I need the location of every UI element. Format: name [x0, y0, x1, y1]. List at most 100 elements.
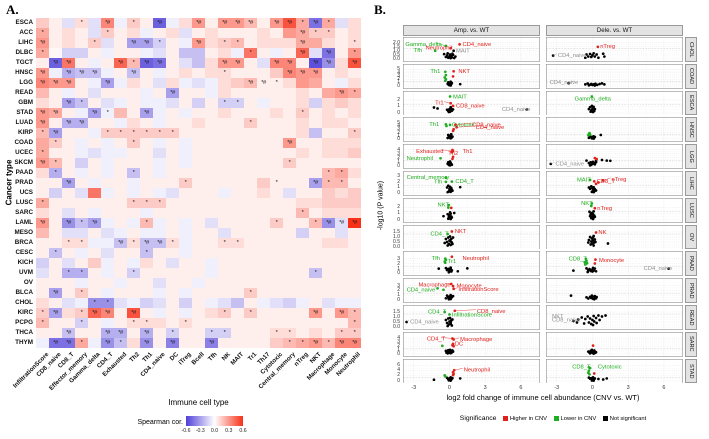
- heatmap-cell-annotation: *#: [40, 70, 45, 76]
- heatmap-cell: [62, 308, 75, 318]
- heatmap-cell-annotation: *: [80, 290, 83, 296]
- data-point: [448, 94, 452, 98]
- heatmap-cell: [153, 328, 166, 338]
- data-point: [592, 185, 596, 189]
- heatmap-cell: [231, 318, 244, 328]
- heatmap-cell: [335, 168, 348, 178]
- heatmap-cell: [283, 38, 296, 48]
- heatmap-cell: [101, 128, 114, 138]
- facet-background: [403, 117, 540, 143]
- heatmap-cell: [75, 278, 88, 288]
- heatmap-cell-annotation: *: [314, 30, 317, 36]
- heatmap-cell: [257, 258, 270, 268]
- heatmap-cell: [348, 168, 361, 178]
- heatmap-cell: [88, 318, 101, 328]
- heatmap-cell: [62, 118, 75, 128]
- heatmap-x-axis-title: Immune cell type: [168, 398, 229, 407]
- heatmap-cell: [348, 48, 361, 58]
- heatmap-cell: [218, 98, 231, 108]
- heatmap-cell: [75, 228, 88, 238]
- heatmap-cell: [62, 48, 75, 58]
- heatmap-cell-annotation: *: [249, 50, 252, 56]
- volcano-y-tick: 0.0: [393, 243, 400, 250]
- heatmap-cell: [88, 118, 101, 128]
- data-point: [583, 82, 587, 86]
- data-point: [588, 52, 592, 56]
- heatmap-cell: [296, 28, 309, 38]
- heatmap-cell: [36, 28, 49, 38]
- heatmap-cell: [101, 28, 114, 38]
- heatmap-cell: [283, 178, 296, 188]
- heatmap-cell: [335, 148, 348, 158]
- volcano-x-tick: 3: [626, 384, 630, 391]
- heatmap-cell: [348, 108, 361, 118]
- heatmap-cell: [283, 218, 296, 228]
- heatmap-cell: [127, 158, 140, 168]
- heatmap-cell: [244, 118, 257, 128]
- volcano-y-tick: 3: [397, 255, 400, 262]
- volcano-y-tick: 1: [397, 210, 400, 217]
- facet-strip-right-label: STAD: [688, 363, 694, 379]
- legend-swatch: [603, 416, 608, 421]
- heatmap-cell: [348, 268, 361, 278]
- heatmap-cell: [309, 158, 322, 168]
- data-point: [451, 107, 455, 111]
- volcano-y-tick: 2: [397, 154, 400, 161]
- heatmap-cell: [205, 168, 218, 178]
- data-point: [590, 201, 594, 205]
- heatmap-cell: [140, 238, 153, 248]
- data-point: [595, 83, 599, 86]
- heatmap-cell: [348, 258, 361, 268]
- heatmap-cell: [192, 318, 205, 328]
- heatmap-cell-annotation: *: [54, 140, 57, 146]
- heatmap-cell: [179, 198, 192, 208]
- heatmap-cell: [75, 318, 88, 328]
- data-point: [592, 243, 596, 247]
- heatmap-cell: [75, 38, 88, 48]
- volcano-y-tick: 1.0: [393, 314, 400, 320]
- heatmap-cell: [153, 28, 166, 38]
- heatmap-cell: [283, 258, 296, 268]
- heatmap-cell: [49, 18, 62, 28]
- point-label: CD4_naive: [556, 162, 585, 168]
- data-point: [445, 125, 448, 128]
- data-point: [603, 82, 606, 86]
- data-point: [450, 255, 454, 259]
- data-point: [587, 321, 591, 324]
- heatmap-cell: [166, 258, 179, 268]
- facet-strip-right: CHOL: [685, 37, 697, 62]
- heatmap-cell: [205, 288, 218, 298]
- label-leader-line: [440, 336, 453, 339]
- data-point: [600, 81, 604, 85]
- heatmap-cell: [231, 218, 244, 228]
- heatmap-cell: [127, 248, 140, 258]
- heatmap-cell: [296, 198, 309, 208]
- data-point: [446, 82, 450, 85]
- heatmap-cell: [127, 338, 140, 348]
- data-point: [593, 206, 597, 210]
- heatmap-cell-annotation: *#: [144, 110, 149, 116]
- heatmap-cell: [140, 98, 153, 108]
- heatmap-cell: [257, 308, 270, 318]
- point-label: NKT: [455, 229, 467, 235]
- volcano-y-tick: 2: [397, 372, 400, 379]
- data-point: [588, 235, 592, 238]
- data-point: [586, 271, 590, 274]
- heatmap-cell: [153, 258, 166, 268]
- heatmap-cell: [127, 328, 140, 338]
- heatmap-cell: [36, 158, 49, 168]
- heatmap-cell: [244, 188, 257, 198]
- heatmap-cell: [296, 58, 309, 68]
- heatmap-cell-annotation: *: [106, 110, 109, 116]
- heatmap-cell: [179, 288, 192, 298]
- point-label: Monocyte: [457, 284, 482, 290]
- heatmap-cell-annotation: *: [236, 100, 239, 106]
- heatmap-cell: [205, 328, 218, 338]
- heatmap-cell: [335, 328, 348, 338]
- heatmap-cell: [244, 238, 257, 248]
- heatmap-cell: [127, 298, 140, 308]
- heatmap-row-label: PCPG: [15, 319, 33, 326]
- heatmap-cell: [218, 318, 231, 328]
- data-point: [588, 187, 592, 191]
- heatmap-cell: [127, 198, 140, 208]
